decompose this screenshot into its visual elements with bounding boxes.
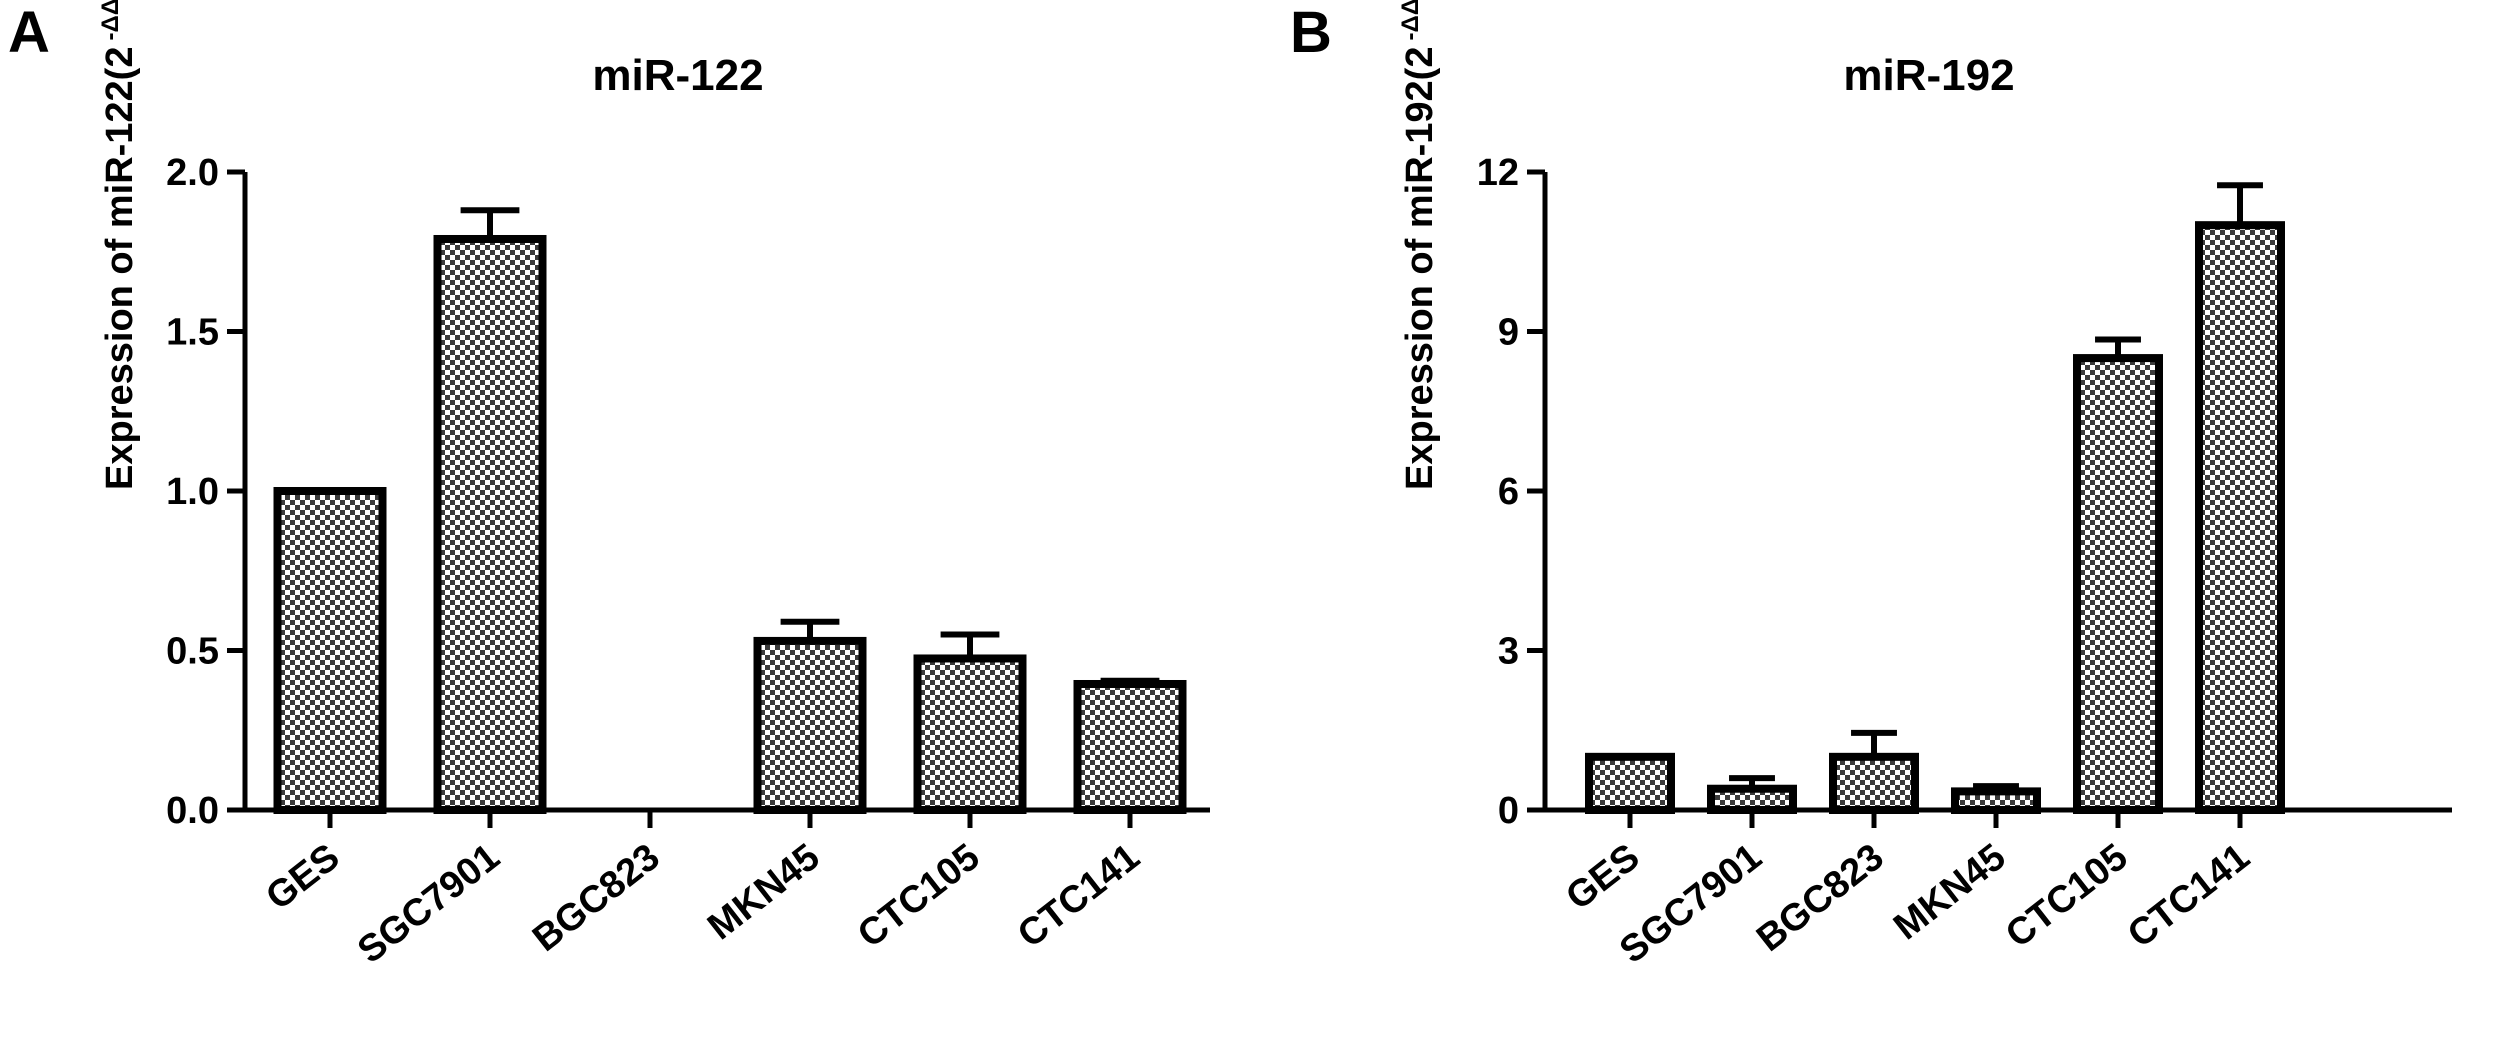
y-tick-label-a: 0.0 — [166, 790, 219, 832]
x-category-label-a: MKN45 — [700, 836, 827, 948]
bar-b-bgc823 — [1829, 752, 1919, 814]
panel-letter-b: B — [1290, 0, 1332, 65]
bar-a-ctc105 — [913, 654, 1027, 814]
y-axis-title-a-main: Expression of miR-122(2 — [99, 47, 141, 490]
y-axis-title-a-sup: -ΔΔCt — [97, 0, 124, 41]
y-tick-label-b: 0 — [1498, 790, 1519, 832]
y-tick-label-b: 6 — [1498, 471, 1519, 513]
y-axis-title-b-main: Expression of miR-192(2 — [1399, 47, 1441, 490]
panel-a: A miR-122 Expression of miR-122(2-ΔΔCt) … — [8, 0, 1210, 972]
y-tick-label-b: 3 — [1498, 631, 1519, 673]
bar-b-ctc105 — [2073, 354, 2163, 814]
bar-b-ctc141 — [2195, 221, 2285, 814]
x-category-label-a: BGC823 — [525, 836, 667, 960]
y-tick-label-a: 2.0 — [166, 152, 219, 194]
bar-a-sgc7901 — [433, 234, 547, 815]
panel-b: B miR-192 Expression of miR-192(2-ΔΔCt) … — [1290, 0, 2452, 972]
y-axis-title-b: Expression of miR-192(2-ΔΔCt) — [1397, 0, 1441, 490]
x-category-label-a: SGC7901 — [350, 836, 507, 972]
y-tick-label-a: 1.0 — [166, 471, 219, 513]
y-tick-label-b: 12 — [1477, 152, 1519, 194]
chart-title-a: miR-122 — [592, 51, 763, 100]
bar-b-mkn45 — [1951, 787, 2041, 814]
bar-b-ges — [1585, 752, 1675, 814]
bar-b-sgc7901 — [1707, 784, 1797, 815]
y-axis-title-a: Expression of miR-122(2-ΔΔCt) — [97, 0, 141, 490]
x-category-label-b: GES — [1558, 836, 1647, 919]
x-category-label-a: GES — [258, 836, 347, 919]
x-category-label-b: CTC105 — [1998, 836, 2135, 956]
bar-a-mkn45 — [753, 636, 867, 814]
panel-letter-a: A — [8, 0, 50, 65]
x-category-label-b: MKN45 — [1886, 836, 2013, 948]
bar-a-ctc141 — [1073, 679, 1187, 814]
y-tick-label-a: 1.5 — [166, 312, 219, 354]
chart-title-b: miR-192 — [1843, 51, 2014, 100]
x-category-label-b: CTC141 — [2120, 836, 2257, 956]
y-tick-label-a: 0.5 — [166, 631, 219, 673]
bar-a-ges — [273, 487, 387, 814]
x-category-label-a: CTC141 — [1010, 836, 1147, 956]
x-category-label-b: BGC823 — [1749, 836, 1891, 960]
y-tick-label-b: 9 — [1498, 312, 1519, 354]
y-axis-title-b-sup: -ΔΔCt — [1397, 0, 1424, 41]
x-category-label-a: CTC105 — [850, 836, 987, 956]
